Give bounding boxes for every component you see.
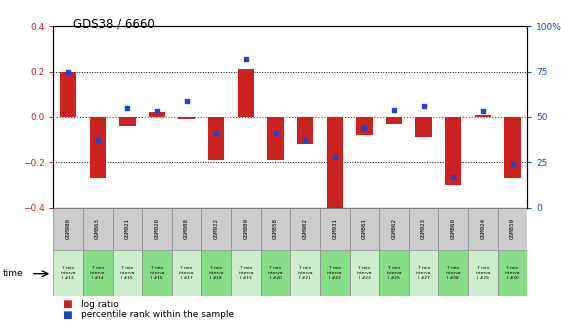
Text: GSM858: GSM858 <box>273 218 278 239</box>
Bar <box>172 250 201 296</box>
Text: 7 min
interva
l #20: 7 min interva l #20 <box>268 267 283 280</box>
Text: 7 min
interva
l #18: 7 min interva l #18 <box>209 267 224 280</box>
Bar <box>386 117 402 124</box>
Bar <box>231 208 261 250</box>
Text: 7 min
interva
l #28: 7 min interva l #28 <box>445 267 461 280</box>
Bar <box>468 208 498 250</box>
Bar <box>60 72 76 117</box>
Bar <box>172 208 201 250</box>
Text: GSM923: GSM923 <box>421 218 426 239</box>
Bar <box>208 117 224 160</box>
Text: 7 min
interva
l #17: 7 min interva l #17 <box>179 267 194 280</box>
Text: GSM861: GSM861 <box>362 218 367 239</box>
Text: GSM924: GSM924 <box>480 218 485 239</box>
Bar <box>290 250 320 296</box>
Text: 7 min
interva
l #27: 7 min interva l #27 <box>416 267 431 280</box>
Bar <box>268 117 284 160</box>
Text: GSM902: GSM902 <box>302 218 307 239</box>
Bar <box>320 250 350 296</box>
Text: GSM980: GSM980 <box>66 218 71 239</box>
Bar <box>409 250 439 296</box>
Bar <box>113 250 142 296</box>
Text: 7 min
interva
l #21: 7 min interva l #21 <box>297 267 313 280</box>
Bar <box>238 69 254 117</box>
Text: ■: ■ <box>62 310 71 319</box>
Text: GSM988: GSM988 <box>184 218 189 239</box>
Text: 7 min
interva
l #30: 7 min interva l #30 <box>505 267 520 280</box>
Bar <box>53 208 83 250</box>
Text: GSM931: GSM931 <box>332 218 337 239</box>
Bar <box>468 250 498 296</box>
Bar <box>201 250 231 296</box>
Bar <box>356 117 373 135</box>
Text: GSM863: GSM863 <box>95 218 100 239</box>
Bar <box>290 208 320 250</box>
Text: 7 min
interva
l #22: 7 min interva l #22 <box>327 267 343 280</box>
Bar <box>439 208 468 250</box>
Bar <box>320 208 350 250</box>
Text: GSM989: GSM989 <box>243 218 249 239</box>
Bar <box>416 117 432 137</box>
Bar <box>409 208 439 250</box>
Text: log ratio: log ratio <box>81 300 119 309</box>
Bar <box>379 208 409 250</box>
Bar <box>178 117 195 119</box>
Bar <box>119 117 136 126</box>
Text: GSM862: GSM862 <box>392 218 397 239</box>
Text: time: time <box>3 269 24 278</box>
Text: GSM922: GSM922 <box>214 218 219 239</box>
Text: GSM921: GSM921 <box>125 218 130 239</box>
Bar <box>350 208 379 250</box>
Text: GSM860: GSM860 <box>451 218 456 239</box>
Text: 7 min
interva
l #23: 7 min interva l #23 <box>357 267 372 280</box>
Bar <box>498 250 527 296</box>
Bar <box>379 250 409 296</box>
Bar <box>90 117 106 178</box>
Bar <box>327 117 343 212</box>
Bar <box>439 250 468 296</box>
Bar <box>297 117 313 144</box>
Text: 7 min
interva
l #25: 7 min interva l #25 <box>387 267 402 280</box>
Text: GDS38 / 6660: GDS38 / 6660 <box>73 18 155 31</box>
Text: 7 min
interva
l #16: 7 min interva l #16 <box>149 267 165 280</box>
Text: 7 min
interva
l #19: 7 min interva l #19 <box>238 267 254 280</box>
Bar <box>261 250 291 296</box>
Bar <box>83 208 113 250</box>
Bar <box>142 208 172 250</box>
Text: GSM859: GSM859 <box>510 218 515 239</box>
Bar <box>504 117 521 178</box>
Bar <box>83 250 113 296</box>
Bar <box>149 112 165 117</box>
Bar <box>475 115 491 117</box>
Bar <box>445 117 461 185</box>
Text: 7 min
interva
l #13: 7 min interva l #13 <box>61 267 76 280</box>
Bar <box>231 250 261 296</box>
Text: 7 min
interva
l #14: 7 min interva l #14 <box>90 267 105 280</box>
Text: ■: ■ <box>62 299 71 309</box>
Bar <box>142 250 172 296</box>
Bar <box>350 250 379 296</box>
Bar <box>53 250 83 296</box>
Bar <box>201 208 231 250</box>
Bar <box>113 208 142 250</box>
Text: GSM920: GSM920 <box>154 218 159 239</box>
Bar <box>261 208 291 250</box>
Text: 7 min
interva
l #15: 7 min interva l #15 <box>119 267 135 280</box>
Bar <box>498 208 527 250</box>
Text: 7 min
interva
l #29: 7 min interva l #29 <box>475 267 491 280</box>
Text: percentile rank within the sample: percentile rank within the sample <box>81 310 234 319</box>
